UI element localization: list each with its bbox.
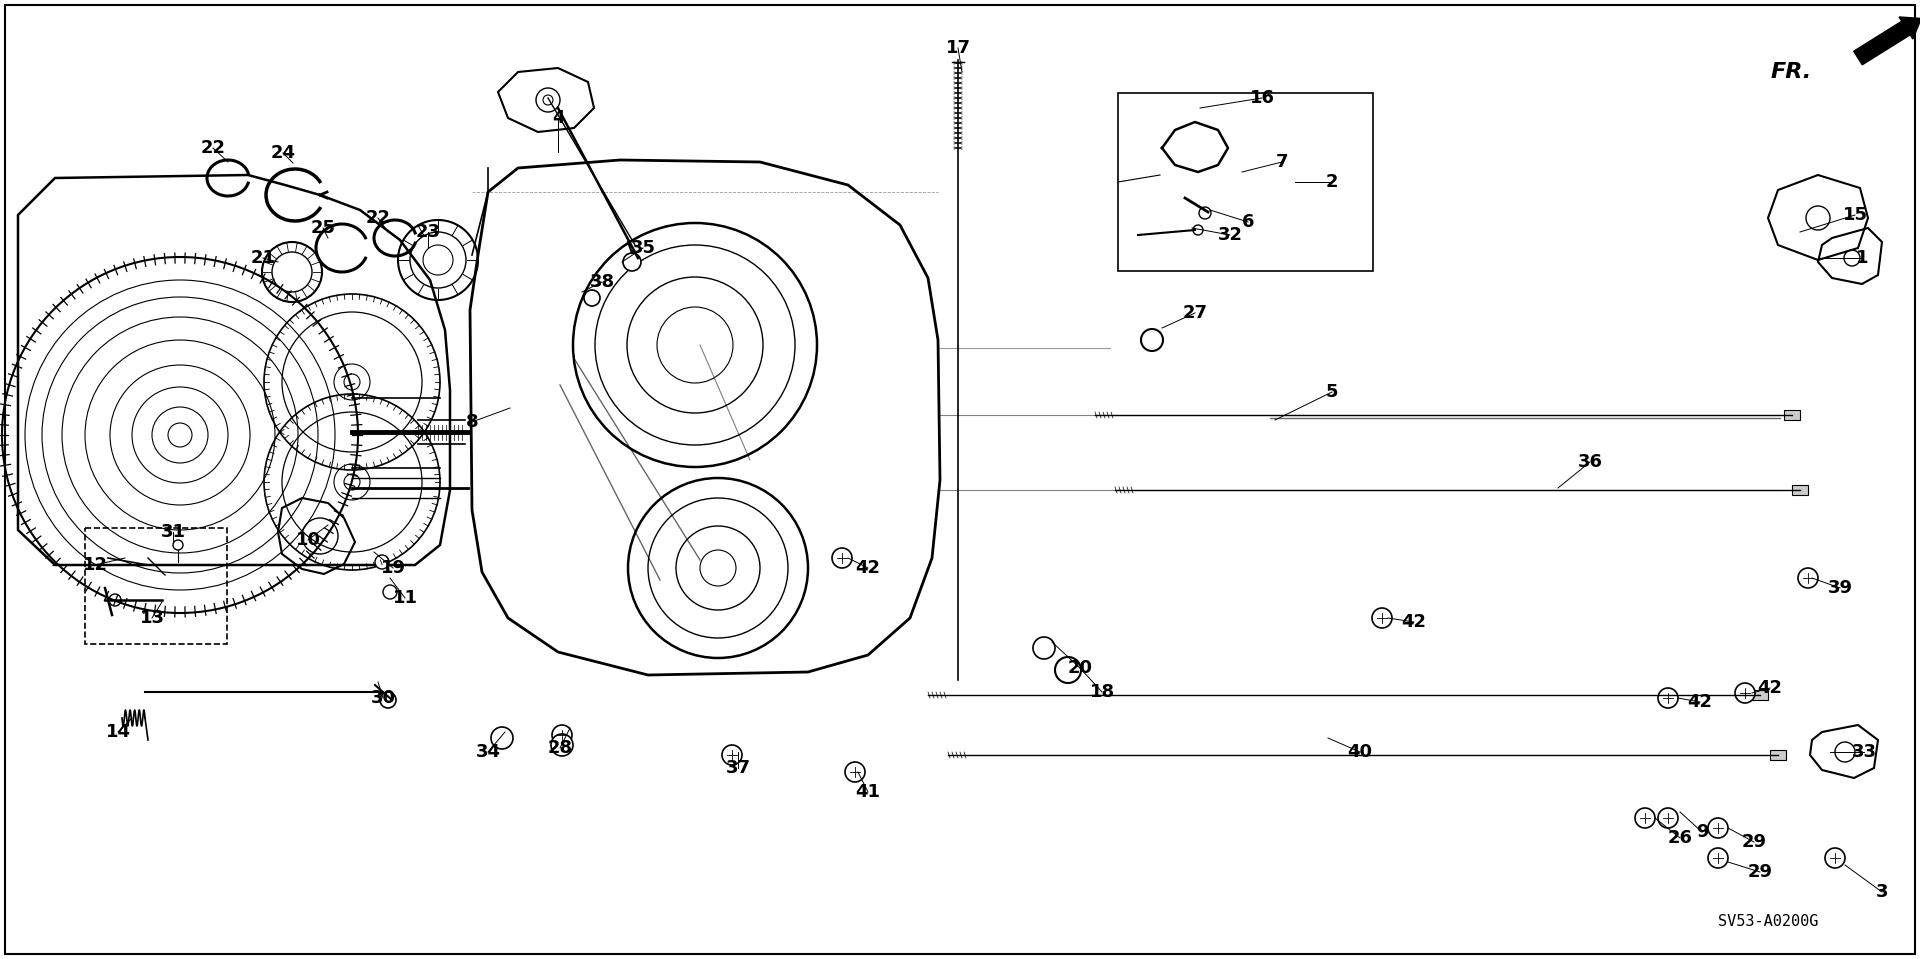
Circle shape — [1736, 683, 1755, 703]
Text: 22: 22 — [365, 209, 390, 227]
Circle shape — [1373, 608, 1392, 628]
Text: 22: 22 — [200, 139, 225, 157]
Circle shape — [1054, 657, 1081, 683]
Circle shape — [622, 253, 641, 271]
Bar — [1770, 750, 1786, 760]
Circle shape — [1198, 207, 1212, 219]
Bar — [1791, 485, 1809, 495]
Circle shape — [722, 745, 741, 765]
Circle shape — [1797, 568, 1818, 588]
Text: 36: 36 — [1578, 453, 1603, 471]
Text: 10: 10 — [296, 531, 321, 549]
Text: 8: 8 — [467, 413, 478, 431]
Text: 15: 15 — [1843, 206, 1868, 224]
Text: 21: 21 — [250, 249, 275, 267]
Text: 28: 28 — [547, 739, 572, 757]
Bar — [1751, 690, 1768, 700]
Text: 34: 34 — [476, 743, 501, 761]
Text: 40: 40 — [1348, 743, 1373, 761]
Text: 42: 42 — [1688, 693, 1713, 711]
Text: 27: 27 — [1183, 304, 1208, 322]
FancyArrow shape — [1855, 17, 1920, 65]
Text: 33: 33 — [1851, 743, 1876, 761]
Text: 16: 16 — [1250, 89, 1275, 107]
Text: 26: 26 — [1667, 829, 1693, 847]
Bar — [1117, 93, 1373, 271]
Text: SV53-A0200G: SV53-A0200G — [1718, 915, 1818, 929]
Text: 42: 42 — [856, 559, 881, 577]
Circle shape — [492, 727, 513, 749]
Text: 6: 6 — [1242, 213, 1254, 231]
Text: 23: 23 — [415, 223, 440, 241]
Text: 17: 17 — [945, 39, 970, 57]
Text: 12: 12 — [83, 556, 108, 574]
Bar — [1784, 410, 1801, 420]
Circle shape — [551, 734, 572, 756]
Text: 39: 39 — [1828, 579, 1853, 597]
Circle shape — [831, 548, 852, 568]
Text: 29: 29 — [1741, 833, 1766, 851]
Text: 38: 38 — [589, 273, 614, 291]
Text: 35: 35 — [630, 239, 655, 257]
Circle shape — [374, 555, 390, 569]
Circle shape — [1140, 329, 1164, 351]
Circle shape — [1709, 848, 1728, 868]
Circle shape — [380, 692, 396, 708]
Text: 42: 42 — [1402, 613, 1427, 631]
Text: 31: 31 — [161, 523, 186, 541]
Circle shape — [1659, 688, 1678, 708]
Text: FR.: FR. — [1770, 62, 1812, 82]
Text: 5: 5 — [1325, 383, 1338, 401]
Text: 25: 25 — [311, 219, 336, 237]
Circle shape — [1033, 637, 1054, 659]
Text: 7: 7 — [1275, 153, 1288, 171]
Circle shape — [1826, 848, 1845, 868]
Text: 41: 41 — [856, 783, 881, 801]
Text: 19: 19 — [380, 559, 405, 577]
Circle shape — [553, 725, 572, 745]
Circle shape — [173, 540, 182, 550]
Text: 32: 32 — [1217, 226, 1242, 244]
Text: 4: 4 — [551, 109, 564, 127]
Text: 13: 13 — [140, 609, 165, 627]
Text: 42: 42 — [1757, 679, 1782, 697]
Text: 1: 1 — [1857, 249, 1868, 267]
Text: 37: 37 — [726, 759, 751, 777]
Text: 24: 24 — [271, 144, 296, 162]
Circle shape — [1636, 808, 1655, 828]
Text: 30: 30 — [371, 689, 396, 707]
Circle shape — [1709, 818, 1728, 838]
Bar — [84, 528, 227, 644]
Text: 2: 2 — [1325, 173, 1338, 191]
Text: 3: 3 — [1876, 883, 1887, 901]
Text: 18: 18 — [1089, 683, 1116, 701]
Circle shape — [845, 762, 866, 782]
Circle shape — [584, 290, 599, 306]
Circle shape — [1659, 808, 1678, 828]
Text: 11: 11 — [392, 589, 417, 607]
Text: 14: 14 — [106, 723, 131, 741]
Circle shape — [382, 585, 397, 599]
Text: 9: 9 — [1695, 823, 1709, 841]
Text: 29: 29 — [1747, 863, 1772, 881]
Text: 20: 20 — [1068, 659, 1092, 677]
